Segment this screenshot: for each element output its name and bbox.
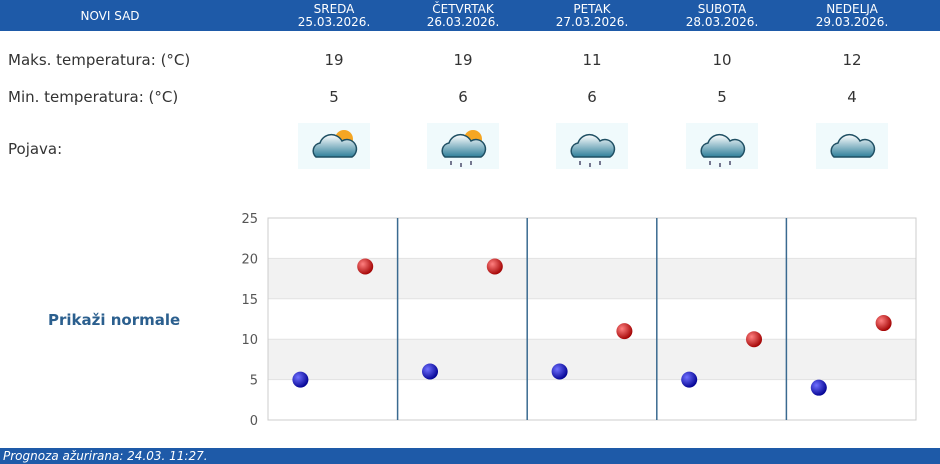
max-temp-value: 12: [842, 51, 862, 69]
partly-cloudy-light-rain-icon: [427, 123, 499, 169]
footer-updated: Prognoza ažurirana: 24.03. 11:27.: [0, 448, 940, 464]
max-temp-value: 11: [582, 51, 602, 69]
cloudy-icon: [816, 123, 888, 169]
min-temp-point: [681, 371, 698, 388]
max-temp-value: 10: [712, 51, 732, 69]
max-temp-point: [746, 331, 762, 348]
max-temp-value: 19: [324, 51, 344, 69]
show-normals-link[interactable]: Prikaži normale: [48, 311, 181, 329]
day-header: SUBOTA 28.03.2026.: [657, 3, 787, 29]
max-temp-point: [486, 258, 503, 275]
day-header: ČETVRTAK 26.03.2026.: [398, 3, 528, 29]
min-temp-label: Min. temperatura: (°C): [8, 88, 179, 106]
day-date: 27.03.2026.: [555, 15, 629, 29]
day-date: 26.03.2026.: [426, 15, 500, 29]
min-temp-point: [292, 371, 309, 388]
y-tick-label: 15: [241, 293, 258, 308]
rain-icon: [556, 123, 628, 169]
temperature-chart: 0 5 10 15 20 25: [241, 212, 917, 429]
chart-band: [268, 258, 916, 299]
min-temp-point: [810, 379, 827, 396]
day-name: SREDA: [313, 2, 355, 16]
min-temp-point: [551, 363, 568, 380]
y-tick-label: 0: [250, 414, 258, 429]
min-temp-value: 6: [587, 88, 597, 106]
min-temp-value: 6: [458, 88, 468, 106]
min-temp-point: [422, 363, 438, 380]
max-temp-label: Maks. temperatura: (°C): [8, 51, 191, 69]
day-date: 28.03.2026.: [685, 15, 759, 29]
day-name: ČETVRTAK: [432, 2, 494, 16]
day-header: PETAK 27.03.2026.: [527, 3, 657, 29]
day-header: NEDELJA 29.03.2026.: [787, 3, 917, 29]
min-temp-value: 5: [717, 88, 727, 106]
plot-border: [267, 217, 917, 421]
day-date: 29.03.2026.: [815, 15, 889, 29]
chart-band: [268, 339, 916, 380]
day-name: PETAK: [573, 2, 611, 16]
y-tick-label: 5: [250, 374, 258, 389]
max-temp-point: [875, 315, 892, 332]
y-tick-label: 20: [241, 252, 258, 267]
max-temp-point: [616, 323, 633, 340]
y-tick-label: 25: [241, 212, 258, 227]
forecast-header: NOVI SAD SREDA 25.03.2026. ČETVRTAK 26.03.2…: [0, 0, 940, 31]
day-date: 25.03.2026.: [297, 15, 371, 29]
city-name: NOVI SAD: [80, 9, 140, 23]
day-name: SUBOTA: [697, 2, 747, 16]
min-temp-value: 5: [329, 88, 339, 106]
rain-icon: [686, 123, 758, 169]
max-temp-value: 19: [453, 51, 473, 69]
min-temp-value: 4: [847, 88, 857, 106]
max-temp-point: [357, 258, 374, 275]
phenomenon-label: Pojava:: [8, 140, 63, 158]
day-name: NEDELJA: [826, 2, 878, 16]
partly-cloudy-icon: [298, 123, 370, 169]
y-tick-label: 10: [241, 333, 258, 348]
day-header: SREDA 25.03.2026.: [269, 3, 399, 29]
